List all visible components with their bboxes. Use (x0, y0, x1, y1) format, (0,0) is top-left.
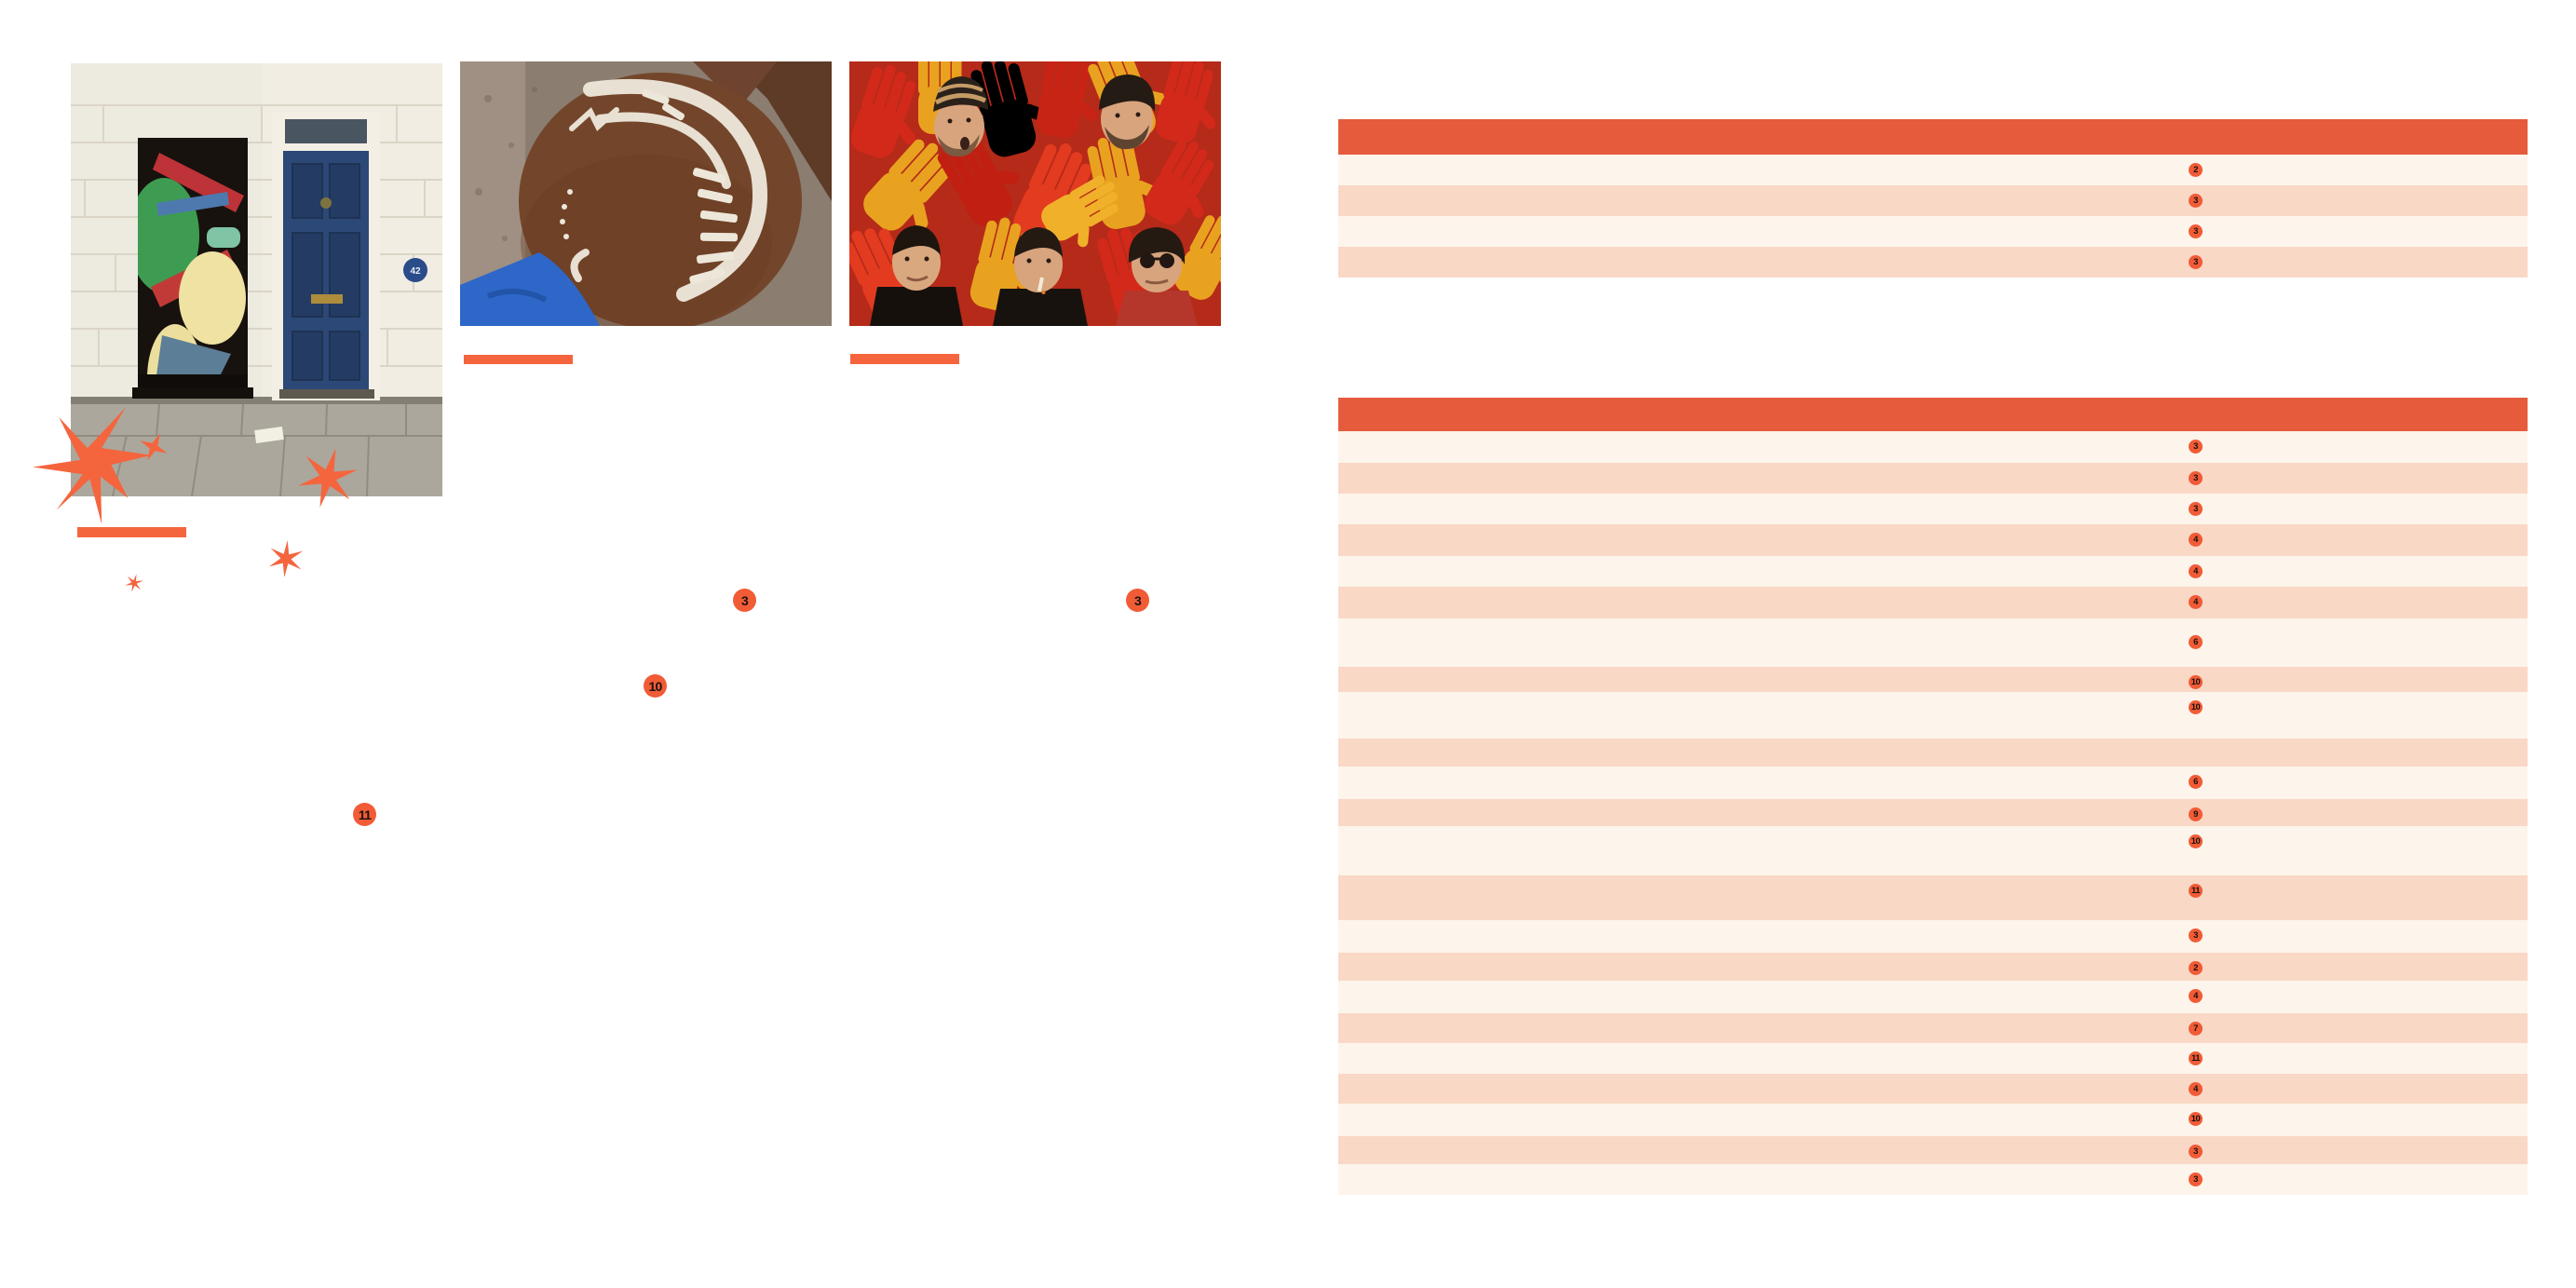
starburst-medium-icon (297, 447, 359, 508)
row-number-badge: 3 (2189, 440, 2203, 454)
row-number-badge: 4 (2189, 1082, 2203, 1096)
table-row (1338, 739, 2528, 766)
caption-rule-photo1 (77, 527, 186, 537)
table-row: 6 (1338, 766, 2528, 799)
row-number-badge: 3 (2189, 929, 2203, 942)
table-body: 3 3 3 4 4 4 6 10 10 6 9 10 11 3 2 4 7 11 4 10 3 3 (1338, 431, 2528, 1195)
table-row: 10 (1338, 667, 2528, 692)
row-number-badge: 4 (2189, 595, 2203, 609)
table-row: 7 (1338, 1013, 2528, 1043)
table-body: 2 3 3 3 (1338, 155, 2528, 278)
table-row: 2 (1338, 155, 2528, 185)
row-number-badge: 3 (2189, 255, 2203, 269)
painted-head-illustration (460, 61, 832, 326)
row-number-badge: 6 (2189, 775, 2203, 789)
photo-painted-head (460, 61, 832, 326)
table-row: 9 (1338, 799, 2528, 826)
starburst-large-icon (33, 403, 152, 526)
table-row: 3 (1338, 185, 2528, 216)
row-number-badge: 2 (2189, 163, 2203, 177)
band-member-hat (933, 76, 988, 157)
table-row: 11 (1338, 1043, 2528, 1074)
door-number-plaque (403, 258, 427, 282)
row-number-badge: 3 (2189, 471, 2203, 485)
caption-rule-photo2 (464, 355, 573, 364)
table-row: 3 (1338, 216, 2528, 247)
band-member-sunglasses (1116, 227, 1198, 326)
row-number-badge: 2 (2189, 961, 2203, 975)
listing-table-top: 2 3 3 3 (1338, 119, 2528, 278)
row-number-badge: 3 (2189, 194, 2203, 208)
door-number-text: 42 (410, 266, 421, 277)
table-row: 4 (1338, 981, 2528, 1013)
row-number-badge: 7 (2189, 1022, 2203, 1036)
row-number-badge: 10 (2189, 834, 2203, 848)
photo-doorway-performers: 42 (71, 63, 442, 496)
table-row: 6 (1338, 618, 2528, 667)
row-number-badge: 4 (2189, 533, 2203, 547)
row-number-badge: 11 (2189, 1051, 2203, 1065)
sparkle-small-icon (139, 432, 169, 462)
row-number-badge: 3 (2189, 1173, 2203, 1186)
table-row: 4 (1338, 556, 2528, 587)
table-row: 10 (1338, 1104, 2528, 1136)
callout-badge: 3 (1126, 589, 1149, 612)
starburst-small-icon (267, 540, 305, 577)
table-row: 3 (1338, 247, 2528, 278)
table-row: 3 (1338, 463, 2528, 494)
table-row: 3 (1338, 1136, 2528, 1164)
table-header-bar (1338, 398, 2528, 431)
band-member-left (870, 225, 963, 326)
table-row: 4 (1338, 1074, 2528, 1104)
table-row: 10 (1338, 692, 2528, 739)
table-row: 3 (1338, 494, 2528, 524)
row-number-badge: 3 (2189, 502, 2203, 516)
row-number-badge: 10 (2189, 675, 2203, 689)
caption-rule-photo3 (850, 354, 959, 364)
table-row: 3 (1338, 431, 2528, 463)
starburst-tiny-icon (125, 574, 143, 592)
band-gloves-illustration (849, 61, 1221, 326)
table-row: 3 (1338, 920, 2528, 953)
table-row: 11 (1338, 875, 2528, 920)
table-row: 10 (1338, 826, 2528, 875)
row-number-badge: 6 (2189, 635, 2203, 649)
row-number-badge: 3 (2189, 224, 2203, 238)
table-row: 4 (1338, 587, 2528, 618)
row-number-badge: 10 (2189, 1112, 2203, 1126)
callout-badge: 11 (353, 803, 376, 826)
table-row: 3 (1338, 1164, 2528, 1195)
band-member-curly (1099, 75, 1156, 150)
row-number-badge: 10 (2189, 700, 2203, 714)
row-number-badge: 11 (2189, 884, 2203, 898)
photo-band-gloves (849, 61, 1221, 326)
band-member-cigarette (993, 227, 1088, 326)
doorway-photo-illustration: 42 (71, 63, 442, 496)
callout-badge: 10 (644, 674, 667, 698)
table-header-bar (1338, 119, 2528, 155)
table-row: 4 (1338, 524, 2528, 556)
table-row: 2 (1338, 953, 2528, 981)
callout-badge: 3 (733, 589, 756, 612)
row-number-badge: 4 (2189, 564, 2203, 578)
left-page: 42 (33, 61, 1221, 826)
right-page: 2 3 3 3 3 3 3 4 4 4 6 10 10 6 9 10 11 3 2 4 7 11 4 10 3 3 (1288, 0, 2576, 1288)
row-number-badge: 4 (2189, 989, 2203, 1003)
listing-table-bottom: 3 3 3 4 4 4 6 10 10 6 9 10 11 3 2 4 7 11 4 10 3 3 (1338, 398, 2528, 1195)
row-number-badge: 3 (2189, 1145, 2203, 1159)
row-number-badge: 9 (2189, 807, 2203, 821)
